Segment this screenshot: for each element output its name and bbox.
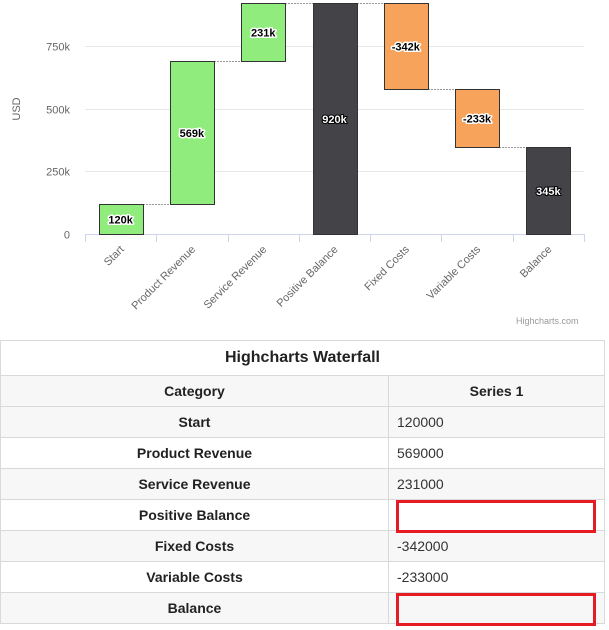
row-value-empty [388, 592, 605, 626]
row-category: Fixed Costs [0, 530, 389, 562]
row-category: Start [0, 406, 389, 438]
waterfall-bar [170, 61, 215, 205]
x-category-label: Product Revenue [129, 244, 198, 313]
waterfall-chart: 0 250k 500k 750k USD 120k Start 569k Product Rev… [11, 3, 585, 326]
row-category: Variable Costs [0, 561, 389, 593]
table-header-row: Category Series 1 [0, 375, 605, 407]
data-label: -233k [463, 114, 492, 126]
row-value: -233000 [388, 561, 605, 593]
waterfall-bar [313, 3, 358, 235]
x-category-label: Start [102, 244, 127, 269]
y-tick-label: 750k [46, 42, 70, 54]
y-tick-label: 500k [46, 105, 70, 117]
table-caption: Highcharts Waterfall [0, 340, 605, 375]
table-row: Balance [0, 592, 605, 626]
column-header-category: Category [0, 375, 389, 407]
data-table-wrapper: Highcharts Waterfall Category Series 1 S… [0, 340, 605, 626]
row-value: 569000 [388, 437, 605, 469]
waterfall-bar [526, 147, 571, 235]
table-row: Positive Balance [0, 499, 605, 533]
row-category: Balance [0, 592, 389, 624]
data-label: 231k [251, 28, 276, 40]
highlight-box [396, 593, 596, 626]
waterfall-bar [241, 3, 286, 62]
row-category: Product Revenue [0, 437, 389, 469]
row-value: 120000 [388, 406, 605, 438]
credits-link[interactable]: Highcharts.com [516, 316, 579, 326]
waterfall-bar [384, 3, 429, 90]
y-axis-title: USD [11, 97, 23, 120]
waterfall-bar [99, 204, 144, 235]
data-label: 120k [108, 215, 133, 227]
data-table: Highcharts Waterfall Category Series 1 S… [0, 340, 605, 626]
table-row: Product Revenue 569000 [0, 437, 605, 469]
table-row: Variable Costs -233000 [0, 561, 605, 593]
x-category-label: Variable Costs [425, 243, 484, 302]
waterfall-bar [455, 89, 500, 148]
x-category-label: Fixed Costs [362, 243, 412, 293]
row-value: -342000 [388, 530, 605, 562]
chart-svg: 0 250k 500k 750k USD 120k Start 569k Product Rev… [11, 3, 585, 313]
data-label: 345k [536, 186, 561, 198]
y-tick-label: 250k [46, 167, 70, 179]
y-tick-label: 0 [64, 230, 70, 242]
x-category-label: Balance [518, 244, 555, 281]
row-category: Service Revenue [0, 468, 389, 500]
highlight-box [396, 500, 596, 533]
row-category: Positive Balance [0, 499, 389, 531]
table-row: Start 120000 [0, 406, 605, 438]
x-category-label: Service Revenue [202, 244, 270, 312]
table-row: Service Revenue 231000 [0, 468, 605, 500]
data-label: 569k [180, 128, 205, 140]
row-value: 231000 [388, 468, 605, 500]
data-label: -342k [392, 42, 421, 54]
data-label: 920k [322, 114, 347, 126]
row-value-empty [388, 499, 605, 533]
table-row: Fixed Costs -342000 [0, 530, 605, 562]
column-header-series: Series 1 [388, 375, 605, 407]
x-category-label: Positive Balance [275, 244, 341, 310]
